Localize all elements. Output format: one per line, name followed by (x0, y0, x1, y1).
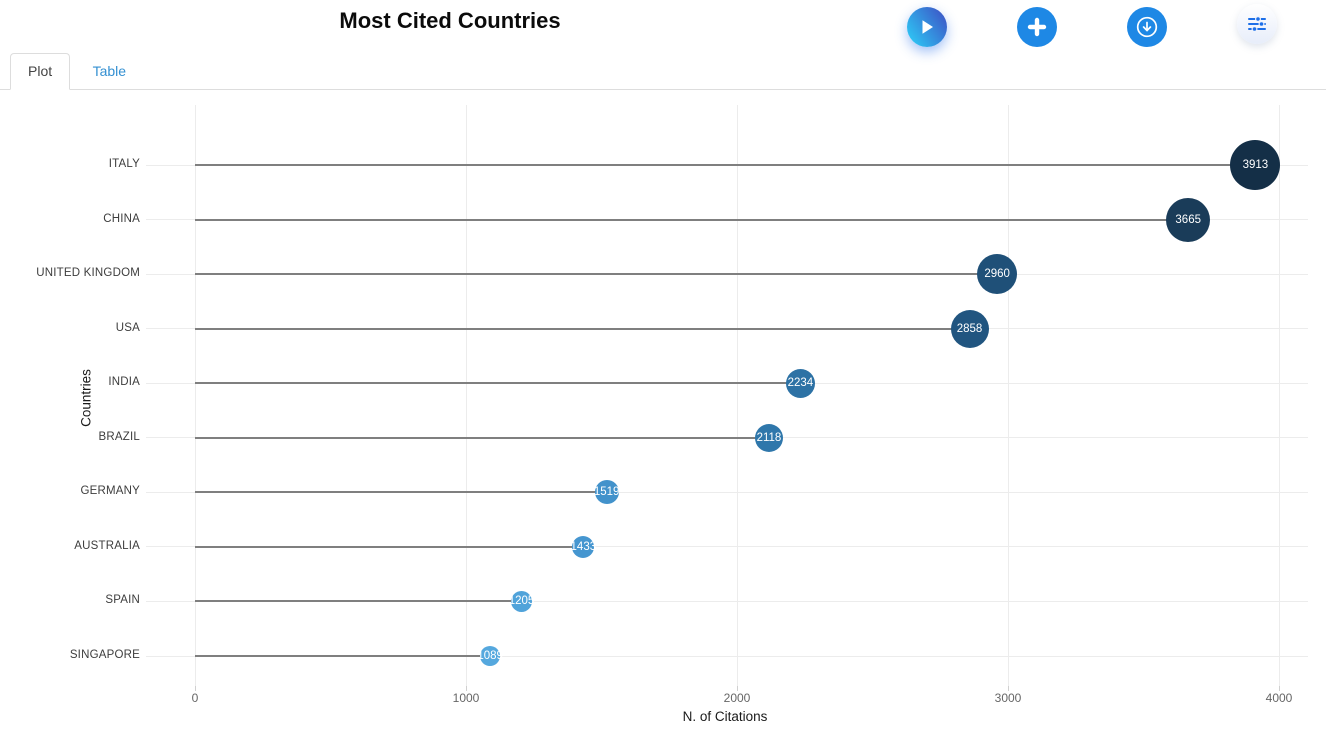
lollipop-stem (195, 545, 584, 548)
gridline (465, 105, 467, 686)
plus-icon (1027, 17, 1047, 37)
app-header: Most Cited Countries (0, 0, 1326, 53)
data-point-united-kingdom[interactable]: 2960 (977, 254, 1018, 295)
lollipop-stem (195, 327, 970, 330)
filters-button[interactable] (1237, 4, 1277, 44)
lollipop-stem (195, 164, 1256, 166)
x-axis-tick-label: 0 (191, 691, 199, 705)
y-axis-category-label: SPAIN (105, 594, 140, 607)
x-axis-tick-label: 4000 (1265, 691, 1293, 705)
gridline (1278, 105, 1280, 686)
y-axis-category-label: CHINA (103, 212, 140, 225)
download-circle-icon (1135, 15, 1159, 39)
data-point-usa[interactable]: 2858 (950, 309, 989, 348)
lollipop-stem (195, 600, 522, 603)
tabbar: Plot Table (0, 53, 1326, 90)
lollipop-stem (195, 218, 1189, 221)
row-gridline (146, 655, 1308, 657)
data-point-spain[interactable]: 1205 (509, 590, 534, 612)
y-axis-category-label: INDIA (108, 376, 140, 389)
x-axis-tick-label: 3000 (994, 691, 1022, 705)
data-point-italy[interactable]: 3913 (1230, 140, 1281, 190)
x-axis-tick-label: 2000 (723, 691, 751, 705)
row-gridline (146, 491, 1308, 493)
tab-table[interactable]: Table (92, 63, 127, 79)
y-axis-category-label: BRAZIL (98, 430, 140, 443)
y-axis-category-label: UNITED KINGDOM (36, 267, 140, 280)
x-axis-tick (465, 686, 467, 691)
y-axis-category-label: GERMANY (80, 485, 140, 498)
x-axis-tick-label: 1000 (452, 691, 480, 705)
row-gridline (146, 600, 1308, 602)
citations-lollipop-chart: Countries N. of Citations 0 1000 2000 3000 4… (0, 90, 1326, 738)
data-point-brazil[interactable]: 2118 (754, 423, 783, 452)
data-point-singapore[interactable]: 1089 (477, 646, 503, 667)
export-button[interactable] (1127, 7, 1167, 47)
data-point-india[interactable]: 2234 (785, 368, 815, 398)
lollipop-stem (195, 273, 998, 276)
play-icon (918, 18, 936, 36)
y-axis-category-label: AUSTRALIA (74, 539, 140, 552)
sliders-icon (1246, 13, 1268, 35)
x-axis-tick (194, 686, 196, 691)
x-axis-title: N. of Citations (682, 709, 768, 724)
x-axis-tick (736, 686, 738, 691)
run-button[interactable] (907, 7, 947, 47)
gridline (736, 105, 738, 686)
add-button[interactable] (1017, 7, 1057, 47)
y-axis-category-label: SINGAPORE (69, 649, 140, 662)
page-title: Most Cited Countries (339, 8, 561, 33)
data-point-china[interactable]: 3665 (1166, 197, 1211, 242)
gridline (1007, 105, 1009, 686)
lollipop-stem (195, 382, 801, 385)
tab-plot[interactable]: Plot (10, 53, 71, 90)
lollipop-stem (195, 491, 607, 494)
data-point-germany[interactable]: 1519 (594, 480, 619, 505)
lollipop-stem (195, 436, 769, 439)
y-axis-category-label: ITALY (108, 158, 140, 170)
x-axis-tick (1007, 686, 1009, 691)
x-axis-tick (1278, 686, 1280, 691)
lollipop-stem (195, 655, 491, 658)
y-axis-category-label: USA (115, 321, 140, 334)
gridline (194, 105, 196, 686)
row-gridline (146, 546, 1308, 548)
data-point-australia[interactable]: 1433 (571, 535, 596, 558)
